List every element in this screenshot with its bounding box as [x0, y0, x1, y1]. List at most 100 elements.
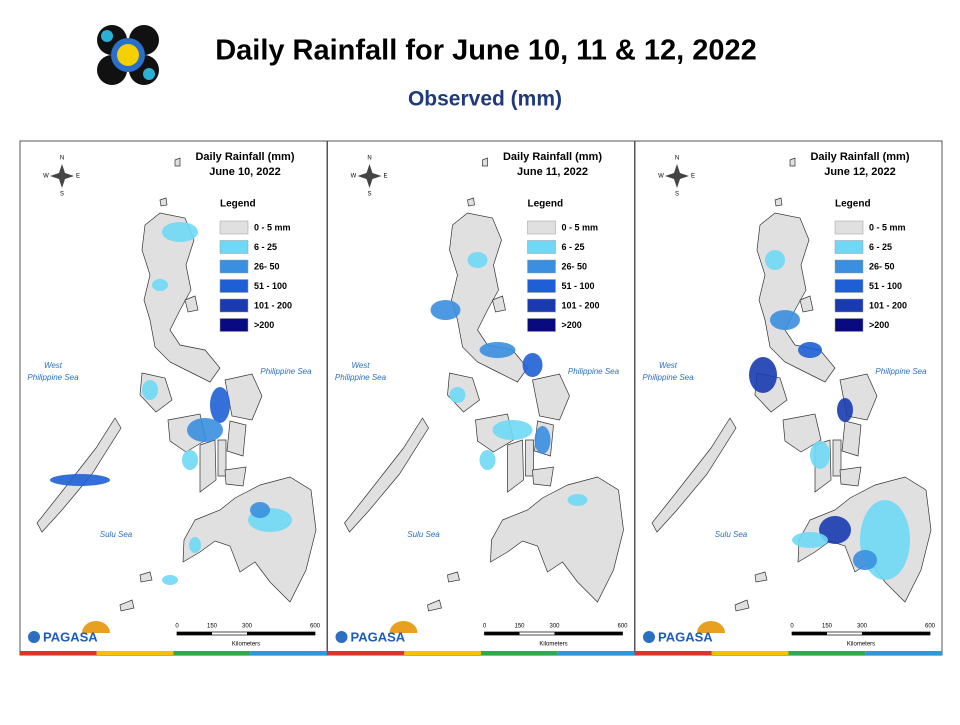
panel-date: June 10, 2022 [209, 166, 281, 178]
island [774, 197, 783, 207]
sea-label: Sulu Sea [715, 530, 748, 539]
compass-n: N [367, 156, 371, 162]
legend-swatch [527, 279, 556, 293]
legend-swatch [219, 259, 249, 274]
legend-swatch [527, 298, 556, 313]
map [344, 157, 624, 612]
sea-label: Philippine Sea [642, 373, 694, 382]
rain-area [798, 342, 822, 358]
legend-label: 6 - 25 [254, 242, 277, 252]
panel-title: Daily Rainfall (mm) [503, 151, 602, 163]
rain-area [430, 300, 461, 320]
island [467, 197, 475, 207]
color-strip [404, 651, 481, 655]
scale-bar-seg [177, 632, 212, 635]
rain-area [837, 398, 853, 422]
compass: N S W E [658, 156, 695, 198]
top-logo [96, 24, 160, 86]
legend-swatch [834, 220, 864, 235]
legend-label: 101 - 200 [562, 300, 600, 310]
sea-label: Philippine Sea [875, 367, 927, 376]
compass: N S W E [351, 156, 388, 198]
island [141, 212, 221, 383]
rain-area [50, 474, 110, 486]
island [754, 571, 768, 583]
panels: N S W E Daily Rainfall (mm) June 10, 2022 Lege… [19, 140, 943, 656]
rain-area [142, 380, 158, 400]
sea-label: Philippine Sea [27, 373, 79, 382]
logo-name: PAGASA [658, 629, 713, 644]
island [532, 373, 570, 421]
rain-area [853, 550, 877, 570]
rain-area [479, 342, 516, 358]
island [734, 599, 750, 612]
island [789, 157, 796, 167]
island [507, 439, 524, 493]
rain-area [449, 387, 466, 403]
legend-label: >200 [869, 320, 889, 330]
compass-n: N [60, 156, 64, 162]
rain-area [810, 441, 830, 469]
sea-label: Philippine Sea [260, 367, 312, 376]
compass-s: S [367, 192, 371, 198]
island [139, 571, 153, 583]
scale-tick: 150 [207, 624, 218, 630]
rain-area [567, 494, 588, 506]
rain-area [749, 357, 777, 393]
color-strip [865, 651, 942, 655]
island [839, 466, 862, 487]
legend-label: 101 - 200 [254, 300, 292, 310]
scale-tick: 300 [549, 624, 560, 630]
scale-tick: 600 [310, 624, 321, 630]
scale-bar-seg [792, 632, 827, 635]
compass-e: E [76, 174, 80, 180]
compass-w: W [658, 174, 664, 180]
legend-title: Legend [220, 199, 256, 210]
rain-area [162, 222, 198, 242]
legend-label: 51 - 100 [869, 281, 902, 291]
legend-swatch [834, 298, 864, 313]
scale-bar-seg [484, 632, 520, 635]
sea-label: West [351, 361, 370, 370]
rain-area [187, 418, 223, 442]
scale-bar-seg [862, 632, 930, 635]
rain-area [467, 252, 488, 268]
island [174, 157, 181, 167]
compass-e: E [383, 174, 387, 180]
scale-tick: 600 [617, 624, 628, 630]
island [490, 476, 624, 603]
legend-swatch [219, 240, 249, 254]
island [782, 413, 822, 453]
legend-swatch [527, 240, 556, 254]
scale-tick: 0 [790, 624, 794, 630]
sea-label: Sulu Sea [100, 530, 133, 539]
color-strip [96, 651, 174, 655]
color-strip [788, 651, 866, 655]
rain-area [162, 575, 178, 585]
legend-label: 26- 50 [254, 261, 280, 271]
compass-star [665, 164, 689, 188]
map-panel: N S W E Daily Rainfall (mm) June 12, 2022 Lege… [634, 140, 943, 656]
island [159, 197, 168, 207]
island [492, 295, 506, 313]
color-strip [173, 651, 251, 655]
island [799, 295, 814, 313]
island [344, 417, 429, 533]
scale-unit: Kilometers [539, 642, 567, 648]
scale-tick: 0 [175, 624, 179, 630]
rain-area [534, 426, 551, 454]
panel-title: Daily Rainfall (mm) [195, 151, 294, 163]
legend-title: Legend [528, 199, 564, 210]
rain-area [792, 532, 828, 548]
legend-swatch [219, 279, 249, 293]
logo-umbrella [82, 621, 110, 633]
logo-mark [335, 631, 348, 643]
sea-label: Philippine Sea [568, 367, 620, 376]
island [119, 599, 135, 612]
legend-swatch [527, 220, 556, 235]
island [226, 420, 247, 457]
legend-label: 26- 50 [562, 261, 588, 271]
color-strip [635, 651, 712, 655]
scale-unit: Kilometers [847, 642, 875, 648]
